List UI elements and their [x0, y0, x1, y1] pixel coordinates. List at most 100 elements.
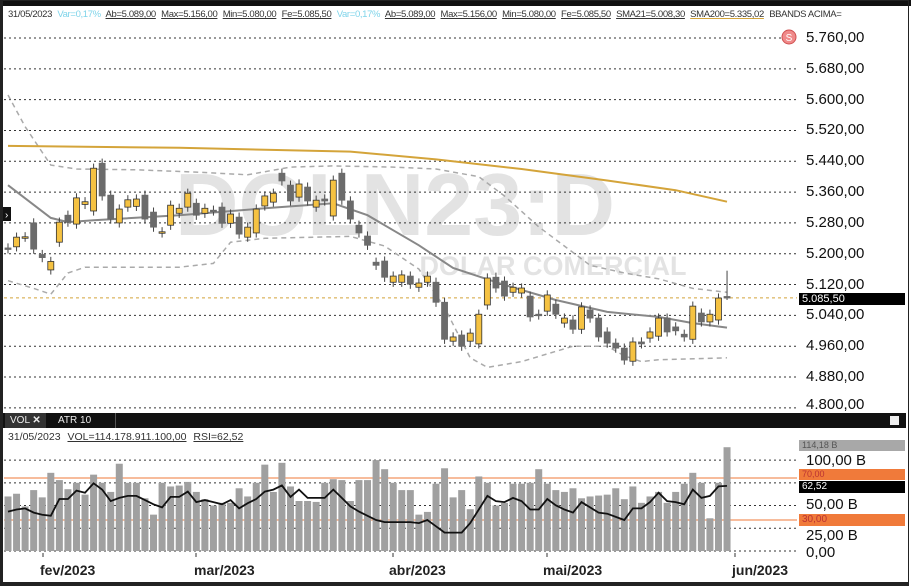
- price-info-line: 31/05/2023 Var=0,17% Ab=5.089,00 Max=5.1…: [8, 9, 844, 20]
- volume-bar: [483, 482, 491, 551]
- vol-info-date: 31/05/2023: [8, 431, 61, 443]
- info-max-2: Max=5.156,00: [440, 9, 498, 20]
- price-axis-label: 5.520,00: [806, 121, 865, 139]
- candle-body: [578, 306, 585, 330]
- volume-bar: [646, 496, 654, 551]
- sma21-line: [7, 184, 728, 329]
- candle-body: [603, 331, 611, 344]
- volume-bar: [261, 464, 269, 551]
- volume-bar: [269, 491, 277, 551]
- watermark-symbol: DOLN23:D: [175, 155, 615, 254]
- info-sma200: SMA200=5.335,02: [690, 9, 764, 20]
- volume-bar: [38, 497, 46, 551]
- info-close-2: Fe=5.085,50: [561, 9, 611, 20]
- candle-body: [355, 224, 363, 234]
- candle-body: [167, 204, 175, 226]
- candle-body: [706, 313, 714, 323]
- volume-bar: [509, 483, 517, 551]
- volume-bar: [278, 462, 286, 551]
- info-max: Max=5.156,00: [161, 9, 218, 20]
- volume-bar: [714, 482, 722, 551]
- price-axis-label: 4.880,00: [806, 368, 865, 386]
- volume-bar: [304, 501, 312, 551]
- price-axis-label: 5.760,00: [806, 29, 865, 46]
- candle-body: [466, 332, 474, 342]
- month-label-mar: mar/2023: [194, 562, 255, 578]
- candle-body: [424, 275, 431, 283]
- candle-body: [4, 247, 12, 250]
- candle-body: [689, 305, 697, 340]
- bollinger-upper-line: [7, 94, 728, 294]
- volume-bar: [150, 514, 158, 551]
- volume-bar: [132, 482, 140, 551]
- volume-bar: [543, 483, 551, 551]
- volume-bar: [723, 447, 731, 551]
- volume-bar: [672, 491, 680, 551]
- volume-bar: [595, 495, 603, 551]
- candle-body: [81, 201, 89, 205]
- volume-bar: [47, 472, 55, 551]
- candle-body: [287, 184, 294, 202]
- candle-body: [372, 261, 380, 266]
- volume-bar: [338, 480, 346, 551]
- candle-body: [697, 312, 705, 323]
- volume-bar: [526, 482, 534, 551]
- volume-bar: [655, 491, 663, 551]
- volume-bar: [209, 505, 217, 551]
- volume-bar: [680, 483, 688, 551]
- volume-bar: [90, 474, 98, 551]
- month-label-jun: jun/2023: [732, 562, 789, 578]
- volume-bar: [432, 483, 440, 551]
- rsi-30-tag: 30,00: [799, 514, 905, 526]
- tab-atr[interactable]: ATR 10: [53, 413, 116, 428]
- price-axis-label: 5.440,00: [806, 152, 865, 170]
- scroll-left-arrow: ›: [5, 210, 8, 221]
- candle-body: [364, 235, 371, 246]
- volume-bar: [637, 502, 645, 551]
- rsi-line: [7, 482, 728, 534]
- close-icon[interactable]: ✕: [32, 415, 41, 426]
- candle-body: [115, 208, 123, 224]
- candle-body: [561, 317, 568, 324]
- scroll-left-marker-icon[interactable]: [3, 207, 11, 221]
- candle-body: [278, 172, 286, 182]
- info-bbands: BBANDS ACIMA=: [769, 9, 842, 20]
- volume-bar: [4, 496, 12, 551]
- price-axis-label: 5.040,00: [806, 306, 865, 324]
- tab-vol[interactable]: VOL ✕: [5, 413, 46, 428]
- candle-body: [304, 186, 312, 202]
- volume-last-tag: 114,18 B: [799, 440, 905, 451]
- candle-body: [235, 216, 243, 235]
- candle-body: [663, 317, 671, 333]
- volume-bar: [175, 485, 183, 551]
- info-var: Var=0,17%: [57, 9, 101, 20]
- volume-bar: [72, 482, 80, 551]
- volume-bar: [492, 505, 500, 551]
- candle-body: [184, 192, 192, 208]
- candle-body: [723, 296, 731, 299]
- candle-body: [458, 334, 466, 347]
- candle-body: [569, 319, 577, 330]
- signal-badge-icon[interactable]: [781, 29, 797, 45]
- maximize-panel-icon[interactable]: [890, 416, 899, 425]
- month-label-fev: fev/2023: [40, 562, 96, 578]
- month-label-abr: abr/2023: [389, 562, 446, 578]
- price-axis-label: 4.960,00: [806, 337, 865, 355]
- vol-axis-50: 50,00 B: [806, 496, 858, 513]
- candle-body: [338, 172, 346, 201]
- candle-body: [552, 303, 560, 315]
- volume-bar: [227, 502, 235, 551]
- candle-body: [441, 301, 448, 340]
- tab-vol-label: VOL: [10, 415, 30, 426]
- candle-body: [64, 214, 72, 223]
- volume-bar: [560, 491, 568, 551]
- volume-bar: [286, 486, 294, 551]
- volume-bar: [475, 476, 483, 551]
- candle-body: [346, 200, 354, 220]
- vol-info-volume: VOL=114.178.911.100,00: [67, 431, 187, 443]
- volume-bar: [500, 502, 508, 551]
- candle-body: [586, 309, 594, 319]
- candle-body: [492, 276, 500, 289]
- candle-body: [244, 226, 252, 238]
